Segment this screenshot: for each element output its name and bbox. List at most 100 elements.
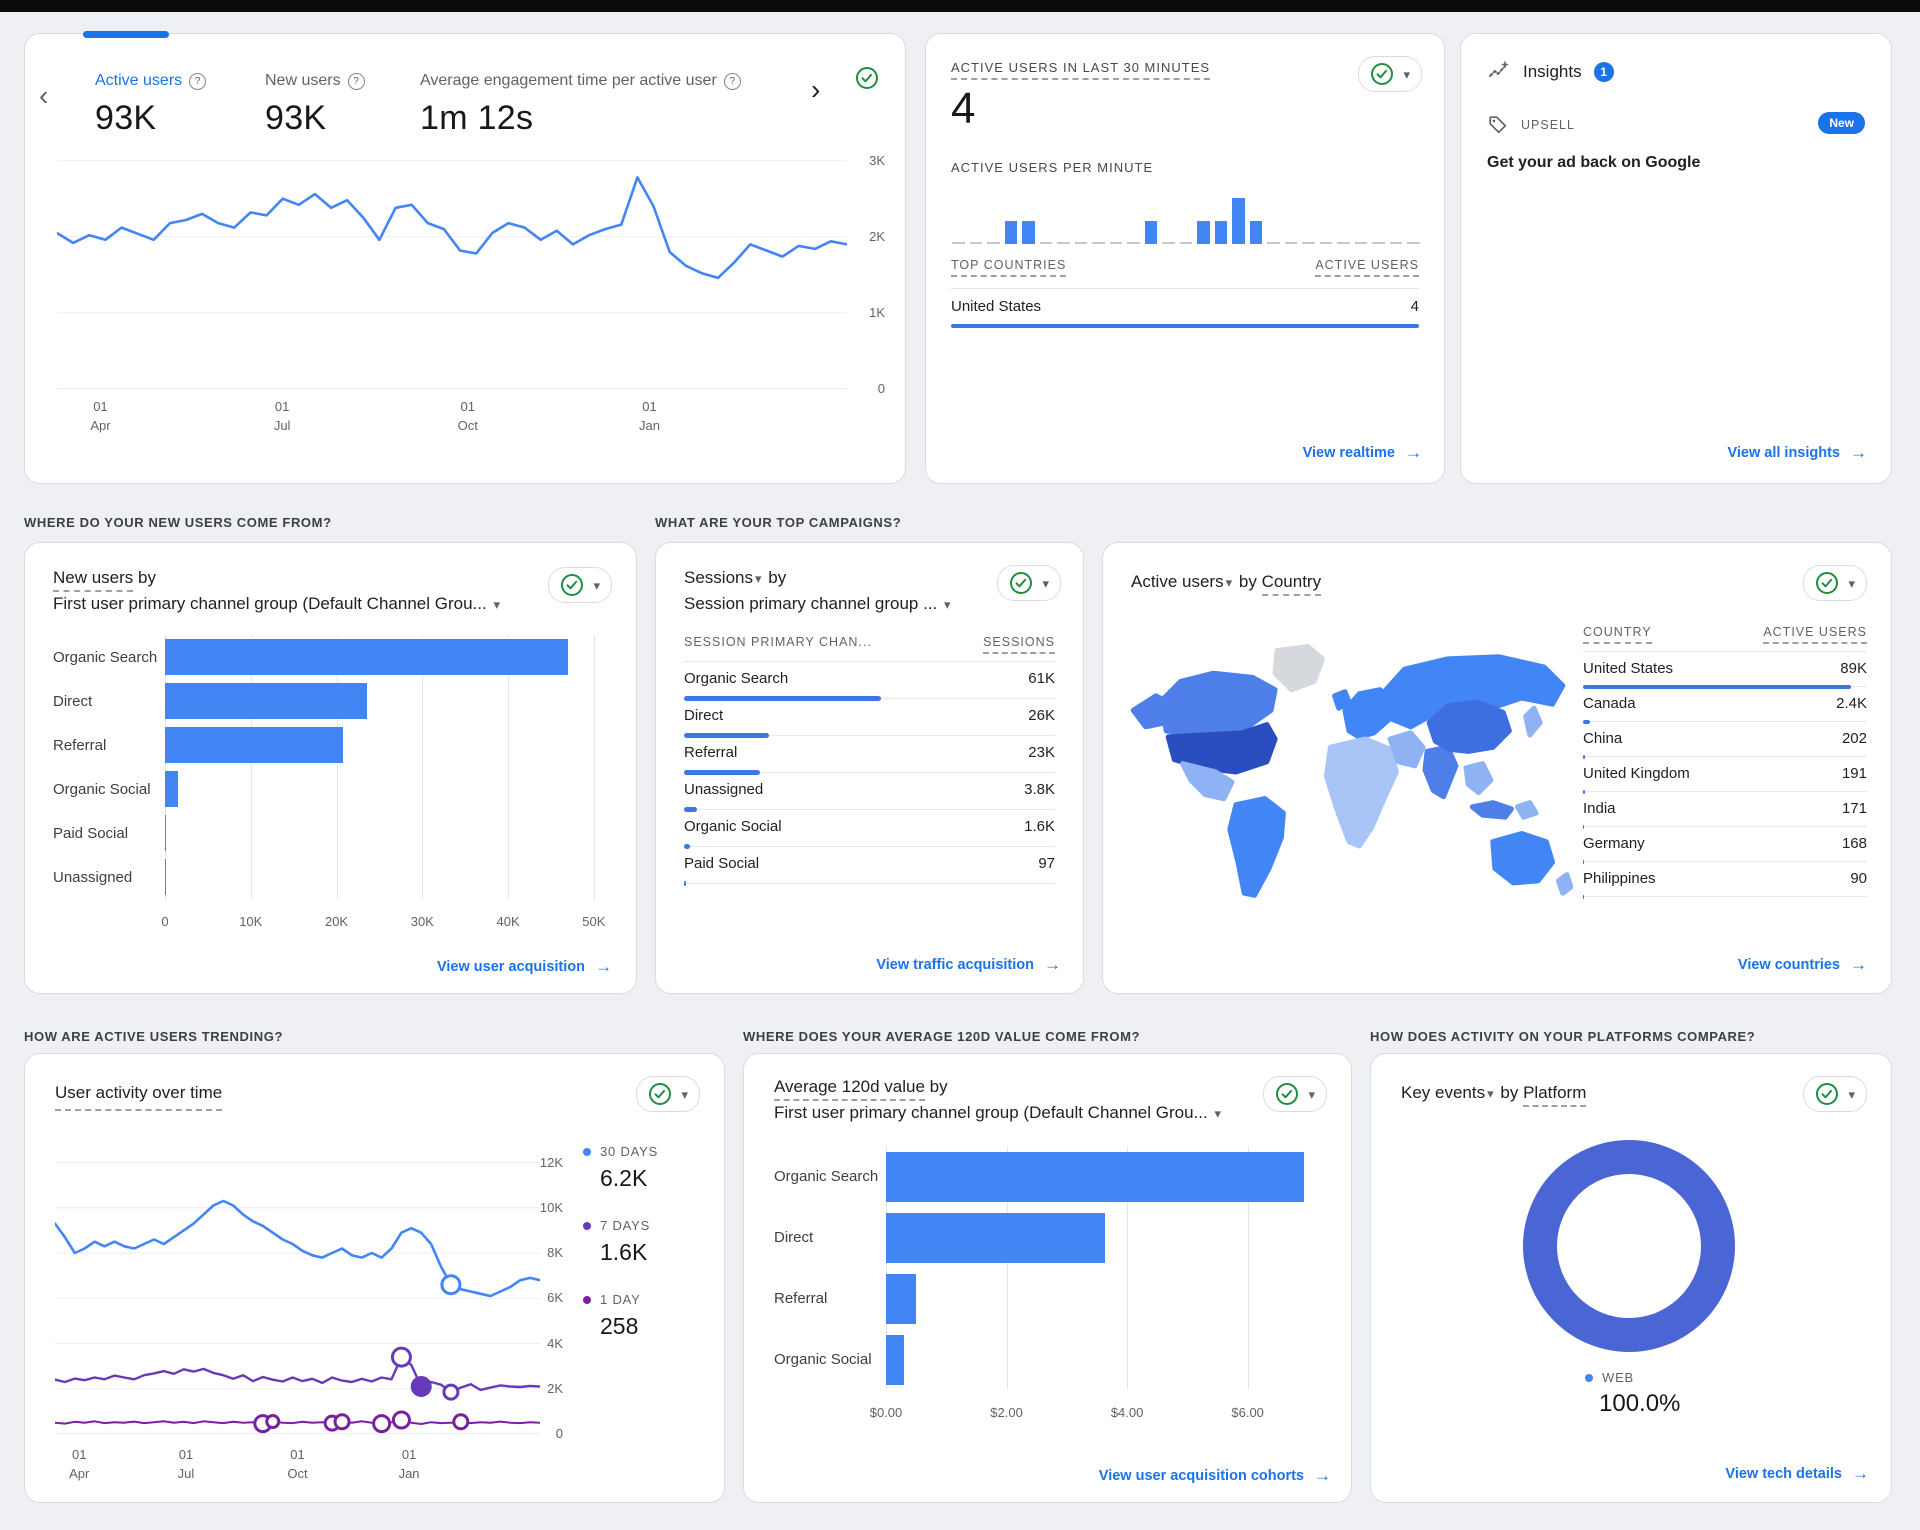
bar [165,771,178,807]
metric-dropdown[interactable]: Active users [1131,572,1224,591]
x-tick-label: 40K [496,914,520,929]
legend-dot-7days [583,1221,591,1230]
chevron-down-icon[interactable]: ▾ [943,597,951,613]
view-user-acquisition-link[interactable]: View user acquisition → [437,957,612,977]
chevron-left-icon[interactable]: ‹ [39,80,49,111]
section-title: HOW ARE ACTIVE USERS TRENDING? [24,1029,283,1044]
row-label: Canada [1583,695,1636,712]
bar [165,683,367,719]
world-map [1130,644,1573,898]
view-user-acquisition-cohorts-link[interactable]: View user acquisition cohorts → [1099,1466,1331,1486]
row-share-bar [684,807,697,812]
chevron-down-icon[interactable]: ▾ [1214,1106,1221,1122]
minute-slot [1021,192,1036,244]
metric-dropdown[interactable]: Average 120d value [774,1077,925,1101]
by-label: by [1500,1083,1519,1102]
metric-engagement-time[interactable]: Average engagement time per active user … [420,72,741,138]
metric-value: 93K [95,99,157,137]
chevron-down-icon[interactable]: ▾ [1225,575,1233,590]
bar-category-label: Organic Search [774,1168,879,1185]
x-tick-label: 01 Jan [639,399,660,433]
metric-new-users[interactable]: New users ? 93K [265,72,365,138]
help-icon[interactable]: ? [189,72,207,90]
row-label: India [1583,800,1616,817]
bar [165,727,343,763]
minute-slot [1231,192,1246,244]
help-icon[interactable]: ? [347,72,365,90]
active-users-line-chart [57,160,847,389]
x-tick-label: 50K [582,914,606,929]
column-header[interactable]: TOP COUNTRIES [951,258,1067,277]
bar-category-label: Referral [53,736,107,754]
insights-card: Insights 1 UPSELL New Get your ad back o… [1460,33,1892,484]
link-label[interactable]: View user acquisition cohorts [1098,1468,1304,1484]
status-dropdown[interactable]: ▾ [636,1076,700,1112]
row-value: 1.6K [1024,818,1055,835]
x-tick-label: 30K [410,914,434,929]
dimension-dropdown[interactable]: First user primary channel group (Defaul… [53,594,487,614]
minute-slot [1266,192,1281,244]
view-realtime-link[interactable]: View realtime → [1303,443,1422,463]
bar-category-label: Referral [774,1290,828,1307]
minute-slot [1214,192,1229,244]
status-ok-icon [1276,1083,1299,1105]
link-label[interactable]: View realtime [1302,445,1395,461]
status-dropdown[interactable]: ▾ [1358,56,1422,92]
column-header[interactable]: ACTIVE USERS [1315,258,1419,277]
table-row: Unassigned 3.8K [684,778,1055,815]
row-share-bar [684,696,881,701]
metric-dropdown[interactable]: New users [53,568,134,592]
legend-item: 30 DAYS 6.2K [583,1144,658,1192]
dimension-dropdown[interactable]: First user primary channel group (Defaul… [774,1103,1208,1123]
status-dropdown[interactable]: ▾ [548,567,612,603]
chevron-down-icon[interactable]: ▾ [754,571,762,586]
chevron-down-icon[interactable]: ▾ [1487,1086,1494,1101]
gridline [593,635,595,899]
column-header[interactable]: SESSIONS [983,635,1055,654]
metric-active-users[interactable]: Active users ? 93K [95,72,207,138]
link-label[interactable]: View countries [1737,957,1840,973]
status-dropdown[interactable]: ▾ [997,565,1061,601]
link-label[interactable]: View traffic acquisition [876,957,1034,973]
view-countries-link[interactable]: View countries → [1738,955,1867,975]
x-tick-label: 01 Jan [398,1447,420,1481]
column-header[interactable]: SESSION PRIMARY CHAN... [684,635,872,649]
status-dropdown[interactable]: ▾ [1803,565,1867,601]
row-value: 23K [1028,744,1055,761]
column-header[interactable]: ACTIVE USERS [1763,625,1867,644]
link-label[interactable]: View all insights [1727,445,1840,461]
y-tick-label: 2K [547,1380,563,1396]
view-tech-details-link[interactable]: View tech details → [1725,1464,1869,1484]
chevron-right-icon[interactable]: › [811,74,821,105]
minute-slot [1144,192,1159,244]
column-header[interactable]: COUNTRY [1583,625,1652,644]
chart-title: New users by First user primary channel … [53,565,502,618]
insight-message[interactable]: Get your ad back on Google [1487,154,1701,171]
row-value: 61K [1028,670,1055,687]
row-divider [1583,826,1867,827]
chevron-down-icon[interactable]: ▾ [493,597,500,613]
link-label[interactable]: View tech details [1725,1466,1842,1482]
bar-category-label: Unassigned [53,868,133,886]
minute-slot [1301,192,1316,244]
view-all-insights-link[interactable]: View all insights → [1727,443,1867,463]
metric-dropdown[interactable]: Key events [1401,1083,1486,1102]
metric-dropdown[interactable]: Sessions [684,568,753,587]
row-value: 97 [1038,855,1055,872]
gridline [1006,1146,1008,1390]
chart-title[interactable]: User activity over time [55,1080,223,1112]
link-label[interactable]: View user acquisition [436,959,585,975]
dimension-dropdown[interactable]: Platform [1523,1083,1587,1107]
metric-label[interactable]: Average engagement time per active user [420,72,717,89]
section-title: WHERE DO YOUR NEW USERS COME FROM? [24,515,332,530]
dimension-dropdown[interactable]: Session primary channel group ... [684,594,938,614]
status-dropdown[interactable]: ▾ [1803,1076,1867,1112]
view-traffic-acquisition-link[interactable]: View traffic acquisition → [876,955,1061,975]
metric-label[interactable]: Active users [95,72,183,89]
window-top-strip [0,0,1920,12]
metric-label[interactable]: New users [265,72,341,89]
platform-donut-chart [1523,1140,1735,1352]
dimension-dropdown[interactable]: Country [1261,572,1322,596]
help-icon[interactable]: ? [723,72,741,90]
status-dropdown[interactable]: ▾ [1263,1076,1327,1112]
